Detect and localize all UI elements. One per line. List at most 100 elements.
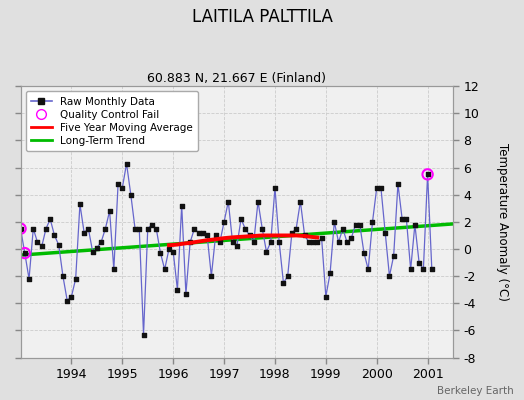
Point: [419, 266, 428, 272]
Point: [318, 235, 326, 241]
Point: [46, 216, 54, 222]
Point: [296, 198, 304, 205]
Point: [67, 293, 75, 300]
Point: [80, 230, 89, 236]
Point: [351, 221, 359, 228]
Point: [347, 235, 355, 241]
Point: [263, 248, 271, 255]
Point: [402, 216, 411, 222]
Point: [334, 239, 343, 246]
Point: [304, 239, 313, 246]
Point: [173, 286, 182, 293]
Point: [93, 244, 101, 251]
Point: [54, 242, 63, 248]
Point: [330, 219, 339, 225]
Point: [178, 202, 186, 209]
Point: [203, 232, 211, 239]
Point: [20, 250, 29, 256]
Point: [110, 266, 118, 272]
Point: [42, 226, 50, 232]
Point: [34, 239, 42, 246]
Point: [101, 226, 110, 232]
Point: [127, 192, 135, 198]
Point: [139, 331, 148, 338]
Point: [169, 248, 178, 255]
Point: [135, 226, 144, 232]
Text: LAITILA PALTTILA: LAITILA PALTTILA: [192, 8, 332, 26]
Point: [190, 226, 199, 232]
Point: [267, 239, 275, 246]
Point: [381, 230, 389, 236]
Point: [385, 273, 394, 279]
Point: [398, 216, 406, 222]
Point: [300, 232, 309, 239]
Point: [254, 198, 262, 205]
Point: [228, 239, 237, 246]
Point: [89, 248, 97, 255]
Point: [50, 232, 59, 239]
Point: [373, 185, 381, 191]
Point: [131, 226, 139, 232]
Point: [118, 185, 126, 191]
Point: [148, 221, 156, 228]
Point: [377, 185, 385, 191]
Point: [343, 239, 351, 246]
Point: [84, 226, 93, 232]
Point: [144, 226, 152, 232]
Point: [220, 219, 228, 225]
Point: [356, 221, 364, 228]
Point: [360, 250, 368, 256]
Point: [326, 270, 334, 277]
Point: [97, 239, 105, 246]
Point: [160, 266, 169, 272]
Point: [339, 226, 347, 232]
Point: [194, 230, 203, 236]
Point: [182, 291, 190, 297]
Point: [59, 273, 67, 279]
Point: [63, 297, 71, 304]
Point: [207, 273, 215, 279]
Point: [309, 239, 318, 246]
Point: [288, 230, 296, 236]
Point: [415, 259, 423, 266]
Point: [368, 219, 377, 225]
Point: [152, 226, 160, 232]
Point: [105, 208, 114, 214]
Point: [29, 226, 38, 232]
Point: [224, 198, 233, 205]
Text: Berkeley Earth: Berkeley Earth: [437, 386, 514, 396]
Point: [20, 250, 29, 256]
Legend: Raw Monthly Data, Quality Control Fail, Five Year Moving Average, Long-Term Tren: Raw Monthly Data, Quality Control Fail, …: [26, 91, 198, 151]
Point: [411, 221, 419, 228]
Point: [428, 266, 436, 272]
Point: [16, 226, 25, 232]
Point: [216, 239, 224, 246]
Point: [16, 226, 25, 232]
Point: [165, 246, 173, 252]
Point: [245, 232, 254, 239]
Point: [25, 276, 33, 282]
Point: [122, 160, 130, 167]
Point: [271, 185, 279, 191]
Point: [237, 216, 245, 222]
Point: [389, 253, 398, 259]
Point: [199, 230, 207, 236]
Title: 60.883 N, 21.667 E (Finland): 60.883 N, 21.667 E (Finland): [147, 72, 326, 85]
Point: [423, 171, 432, 178]
Point: [38, 243, 46, 250]
Point: [283, 273, 292, 279]
Point: [313, 239, 322, 246]
Point: [211, 232, 220, 239]
Point: [275, 239, 283, 246]
Point: [364, 266, 373, 272]
Point: [76, 201, 84, 208]
Point: [249, 239, 258, 246]
Point: [292, 226, 300, 232]
Point: [156, 250, 165, 256]
Point: [394, 181, 402, 187]
Point: [186, 239, 194, 246]
Y-axis label: Temperature Anomaly (°C): Temperature Anomaly (°C): [496, 143, 509, 301]
Point: [279, 280, 288, 286]
Point: [71, 276, 80, 282]
Point: [322, 293, 330, 300]
